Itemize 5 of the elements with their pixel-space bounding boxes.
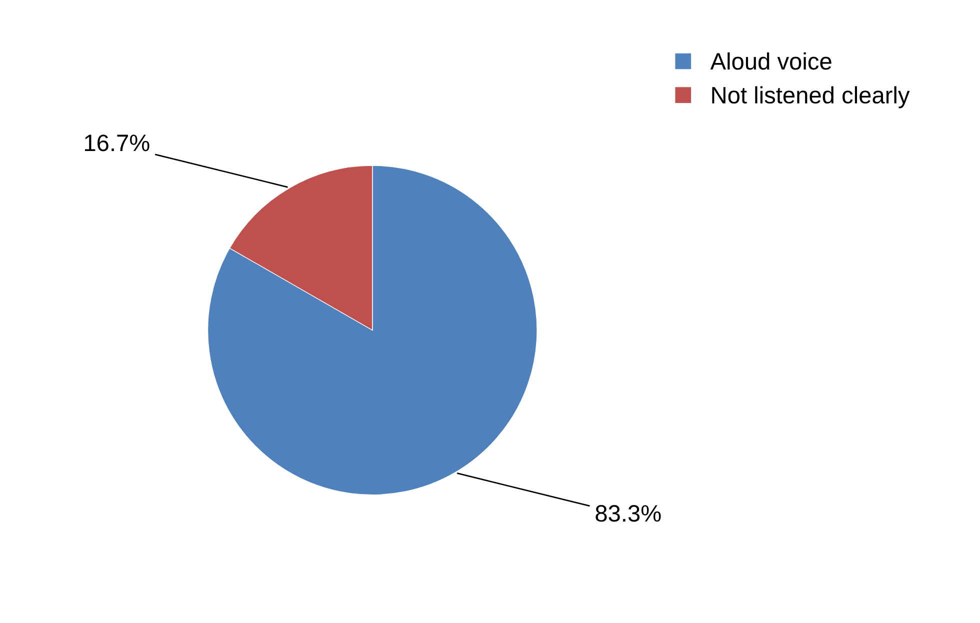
- legend-label: Aloud voice: [710, 52, 832, 70]
- data-label: 16.7%: [84, 134, 150, 152]
- data-label: 83.3%: [596, 505, 661, 522]
- pie-slice: [207, 165, 538, 496]
- legend-label: Not listened clearly: [712, 86, 910, 108]
